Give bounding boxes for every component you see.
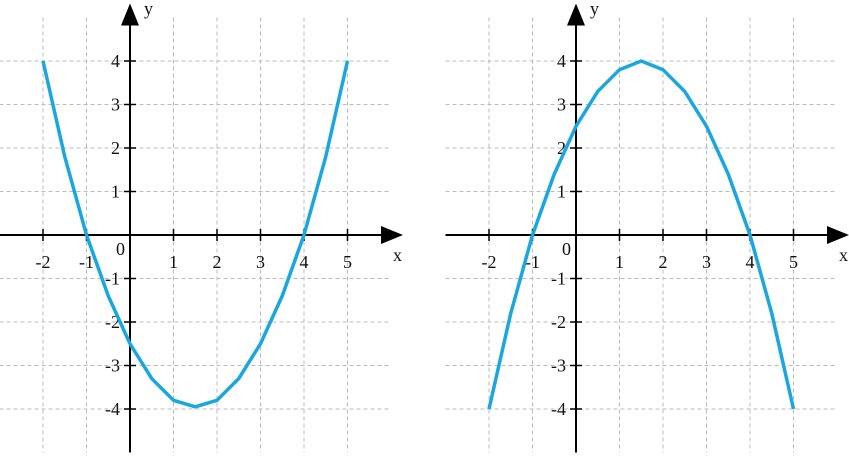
- y-tick-label: -4: [105, 399, 120, 419]
- y-tick-label: -2: [551, 312, 566, 332]
- x-tick-label: -2: [482, 252, 497, 272]
- y-tick-label: 4: [111, 51, 120, 71]
- y-tick-label: 1: [111, 182, 120, 202]
- origin-label: 0: [562, 239, 571, 259]
- x-tick-label: 1: [169, 252, 178, 272]
- y-tick-label: 3: [111, 95, 120, 115]
- x-tick-label: 3: [256, 252, 265, 272]
- y-tick-label: 4: [557, 51, 566, 71]
- x-tick-label: 2: [659, 252, 668, 272]
- y-tick-label: 1: [557, 182, 566, 202]
- x-tick-label: 5: [789, 252, 798, 272]
- y-tick-label: 2: [111, 138, 120, 158]
- y-tick-label: -1: [105, 269, 120, 289]
- x-tick-label: -2: [36, 252, 51, 272]
- y-arrow: [567, 4, 585, 26]
- y-tick-label: -3: [105, 356, 120, 376]
- y-tick-label: -3: [551, 356, 566, 376]
- origin-label: 0: [116, 239, 125, 259]
- x-tick-label: 1: [615, 252, 624, 272]
- y-arrow: [121, 4, 139, 26]
- x-tick-label: 3: [702, 252, 711, 272]
- x-tick-label: 4: [746, 252, 755, 272]
- x-axis-label: x: [393, 245, 402, 265]
- y-axis-label: y: [144, 0, 153, 19]
- x-axis-label: x: [839, 245, 848, 265]
- y-tick-label: -4: [551, 399, 566, 419]
- x-arrow: [827, 226, 849, 244]
- x-tick-label: 4: [300, 252, 309, 272]
- x-tick-label: -1: [79, 252, 94, 272]
- y-tick-label: -1: [551, 269, 566, 289]
- x-arrow: [381, 226, 403, 244]
- y-tick-label: 3: [557, 95, 566, 115]
- x-tick-label: 5: [343, 252, 352, 272]
- x-tick-label: 2: [213, 252, 222, 272]
- y-axis-label: y: [590, 0, 599, 19]
- curve: [43, 61, 348, 407]
